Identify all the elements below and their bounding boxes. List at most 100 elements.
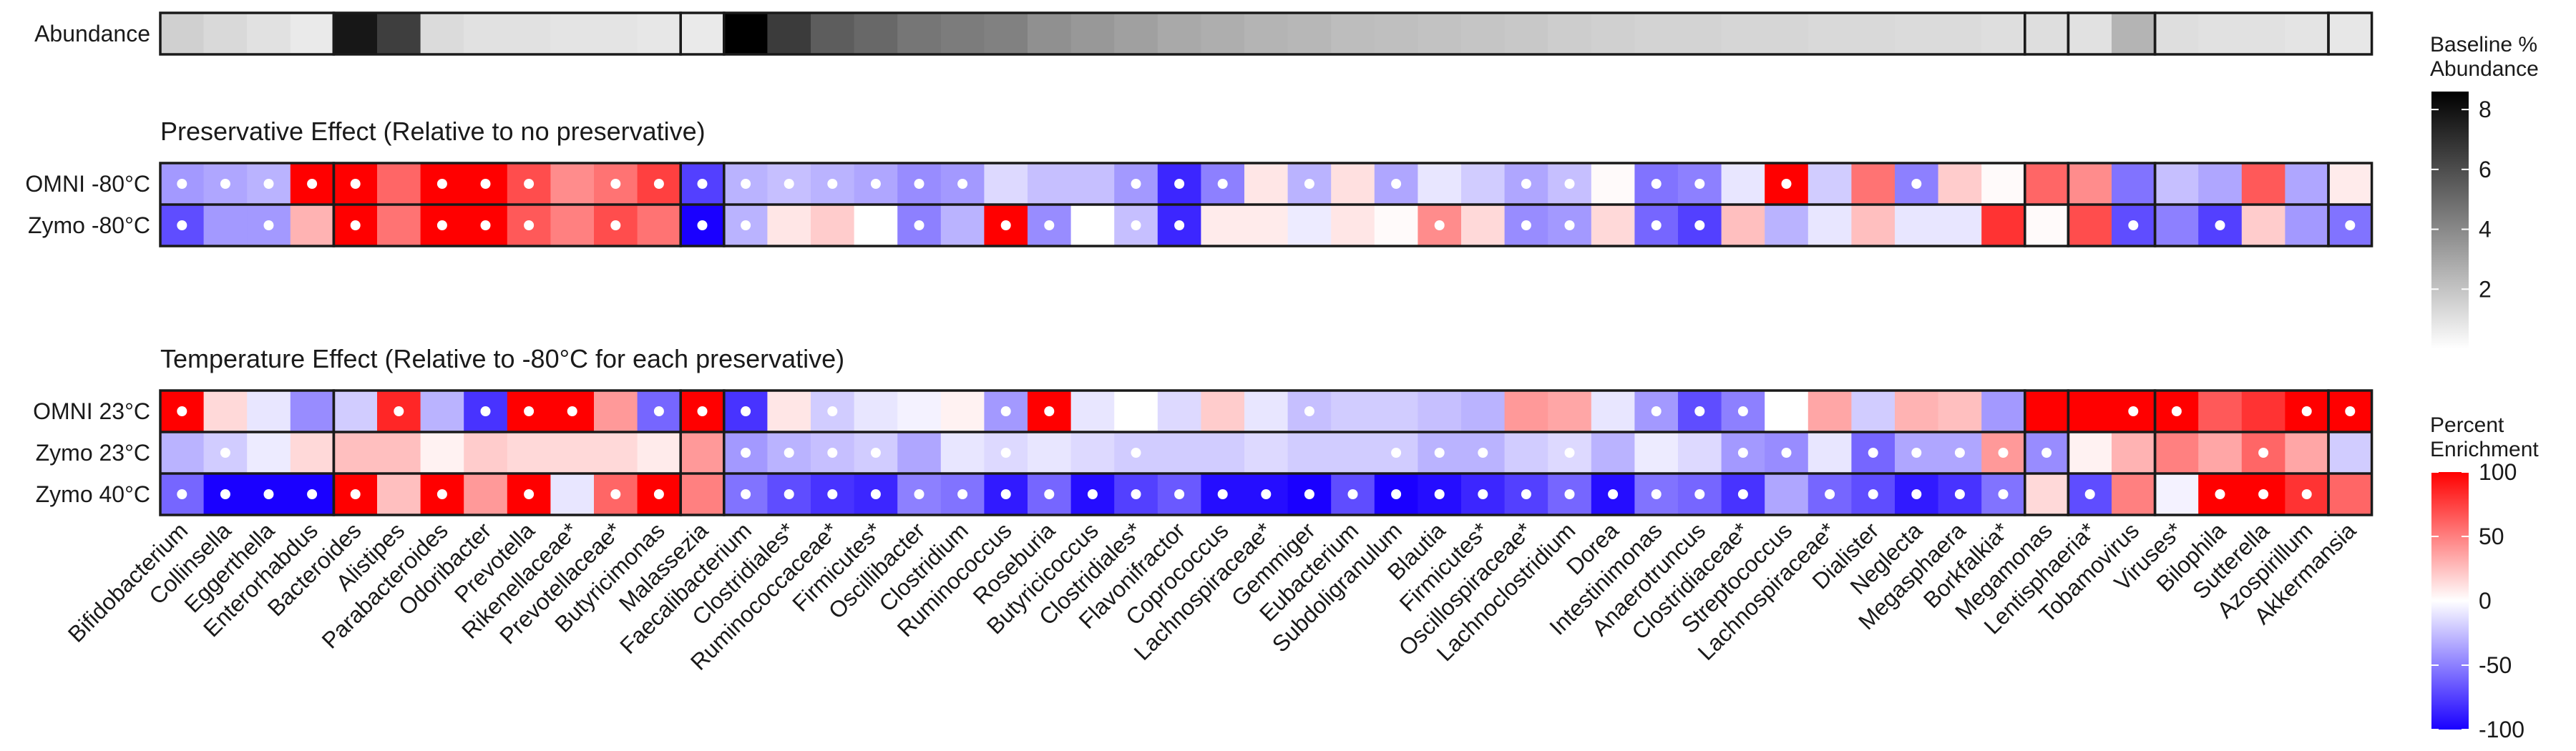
heatmap-cell: [1981, 163, 2026, 205]
abundance-cell: [723, 13, 768, 54]
abundance-cell: [984, 13, 1028, 54]
significance-dot: [697, 220, 708, 230]
significance-dot: [1391, 179, 1402, 189]
abundance-cell: [2024, 13, 2069, 54]
heatmap-cell: [2328, 163, 2373, 205]
heatmap-cell: [940, 205, 985, 246]
significance-dot: [1261, 489, 1272, 499]
significance-dot: [784, 489, 794, 499]
heatmap-cell: [767, 205, 811, 246]
significance-dot: [263, 220, 274, 230]
abundance-cell: [1201, 13, 1245, 54]
heatmap-cell: [1851, 163, 1896, 205]
significance-dot: [1564, 179, 1575, 189]
group-border: [2327, 389, 2373, 516]
significance-dot: [1000, 448, 1011, 458]
significance-dot: [1478, 448, 1488, 458]
legend-title: Abundance: [2430, 57, 2539, 81]
abundance-cell: [247, 13, 291, 54]
abundance-cell: [333, 13, 378, 54]
significance-dot: [1694, 179, 1705, 189]
heatmap-cell: [377, 205, 421, 246]
significance-dot: [1478, 489, 1488, 499]
significance-dot: [307, 489, 318, 499]
abundance-cell: [1807, 13, 1852, 54]
significance-dot: [2345, 406, 2356, 416]
heatmap-cell: [2024, 205, 2069, 246]
heatmap-cell: [290, 205, 334, 246]
significance-dot: [350, 220, 361, 230]
heatmap-cell: [550, 205, 595, 246]
significance-dot: [263, 489, 274, 499]
significance-dot: [480, 220, 491, 230]
heatmap-cell: [2285, 205, 2329, 246]
heatmap-cell: [1331, 391, 1375, 432]
heatmap-cell: [637, 432, 681, 473]
significance-dot: [2301, 406, 2312, 416]
significance-dot: [1998, 448, 2009, 458]
abundance-cell: [1070, 13, 1115, 54]
heatmap-cell: [1851, 391, 1896, 432]
heatmap-cell: [1114, 391, 1158, 432]
significance-dot: [1044, 489, 1055, 499]
significance-dot: [1347, 489, 1358, 499]
significance-dot: [480, 406, 491, 416]
heatmap-cell: [247, 432, 291, 473]
heatmap-cell: [203, 205, 248, 246]
abundance-cell: [420, 13, 464, 54]
heatmap-cell: [1591, 163, 1635, 205]
heatmap-cell: [2068, 163, 2112, 205]
preservative-panel-title: Preservative Effect (Relative to no pres…: [160, 117, 706, 146]
significance-dot: [914, 220, 924, 230]
heatmap-cell: [1157, 432, 1201, 473]
significance-dot: [784, 448, 794, 458]
heatmap-cell: [420, 391, 464, 432]
abundance-cell: [550, 13, 595, 54]
significance-dot: [1000, 220, 1011, 230]
abundance-cell: [1244, 13, 1289, 54]
temperature-panel-title: Temperature Effect (Relative to -80°C fo…: [160, 344, 844, 373]
heatmap-cell: [1418, 163, 1462, 205]
heatmap-cell: [550, 473, 595, 515]
significance-dot: [1651, 220, 1662, 230]
group-border: [2327, 11, 2373, 56]
heatmap-cell: [1287, 205, 1332, 246]
heatmap-cell: [203, 391, 248, 432]
significance-dot: [697, 406, 708, 416]
abundance-cell: [1895, 13, 1939, 54]
heatmap-cell: [1461, 205, 1506, 246]
heatmap-cell: [2241, 391, 2285, 432]
significance-dot: [827, 179, 838, 189]
heatmap-cell: [377, 473, 421, 515]
legend-title: Baseline %: [2430, 33, 2537, 57]
heatmap-cell: [1244, 391, 1289, 432]
heatmap-cell: [854, 391, 898, 432]
significance-dot: [1737, 406, 1748, 416]
heatmap-cell: [1244, 432, 1289, 473]
significance-dot: [1868, 489, 1878, 499]
heatmap-cell: [1981, 205, 2026, 246]
significance-dot: [827, 406, 838, 416]
significance-dot: [177, 220, 187, 230]
heatmap-cell: [1938, 391, 1982, 432]
heatmap-cell: [507, 432, 551, 473]
group-border: [2327, 162, 2373, 247]
heatmap-cell: [940, 391, 985, 432]
significance-dot: [2128, 406, 2139, 416]
heatmap-cell: [247, 391, 291, 432]
abundance-cell: [1981, 13, 2026, 54]
heatmap-cell: [377, 432, 421, 473]
abundance-cell: [2285, 13, 2329, 54]
heatmap-cell: [1157, 391, 1201, 432]
heatmap-cell: [1070, 163, 1115, 205]
significance-dot: [1000, 406, 1011, 416]
abundance-cell: [1331, 13, 1375, 54]
significance-dot: [1521, 220, 1531, 230]
significance-dot: [1087, 489, 1098, 499]
taxon-axis-labels: BifidobacteriumCollinsellaEggerthellaEnt…: [63, 517, 2361, 675]
heatmap-cell: [1201, 391, 1245, 432]
legend-tick-label: 2: [2479, 276, 2492, 302]
significance-dot: [436, 220, 447, 230]
heatmap-cell: [1287, 432, 1332, 473]
